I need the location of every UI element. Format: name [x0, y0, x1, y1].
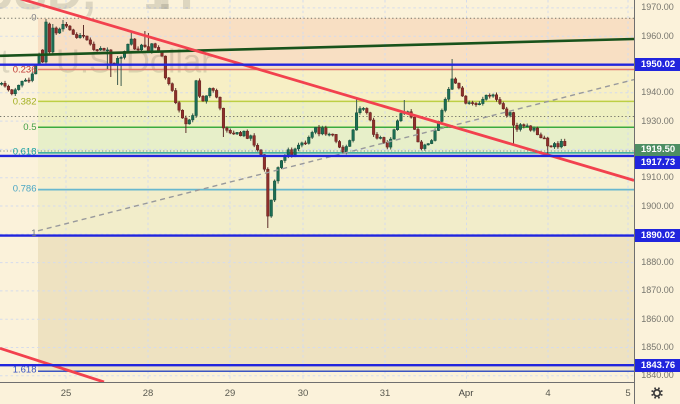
svg-text:1.618: 1.618	[13, 365, 37, 376]
svg-text:Spot: Spot	[0, 43, 10, 80]
svg-text:0: 0	[31, 13, 36, 24]
svg-text:0.382: 0.382	[13, 97, 37, 108]
svg-text:0.786: 0.786	[13, 184, 37, 195]
svg-text:Dollar: Dollar	[126, 43, 212, 80]
svg-text:0.5: 0.5	[23, 122, 36, 133]
svg-text:1: 1	[31, 228, 36, 239]
svg-text:H: H	[158, 0, 193, 20]
svg-text:0.236: 0.236	[13, 65, 37, 76]
svg-text:0.618: 0.618	[13, 146, 37, 157]
svg-text:1: 1	[143, 0, 170, 20]
